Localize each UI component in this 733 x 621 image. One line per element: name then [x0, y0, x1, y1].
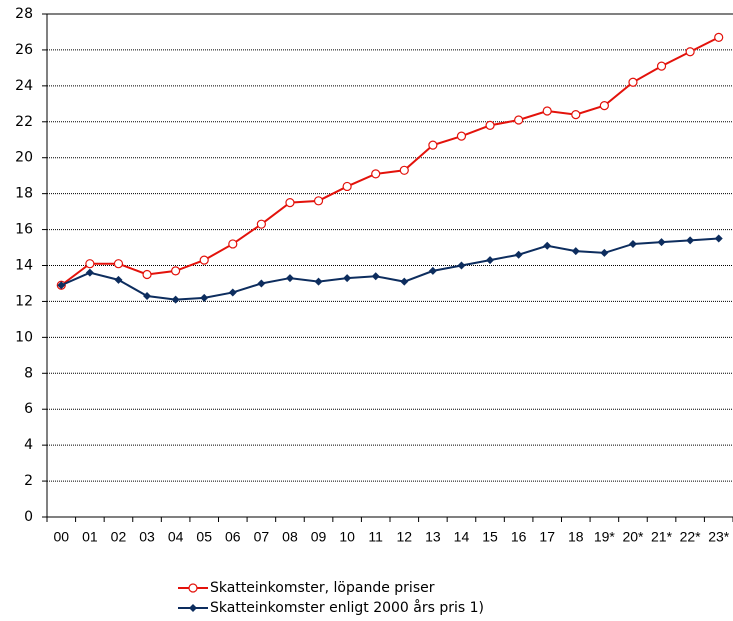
data-point — [486, 256, 495, 265]
legend-label: Skatteinkomster, löpande priser — [210, 580, 435, 596]
y-tick-label: 24 — [15, 78, 33, 94]
data-point — [457, 261, 466, 270]
x-tick-label: 07 — [254, 529, 270, 545]
y-tick-label: 26 — [15, 42, 33, 58]
series-line — [60, 36, 720, 287]
data-point — [543, 241, 552, 250]
y-tick-label: 6 — [24, 401, 33, 417]
data-point — [428, 266, 437, 275]
y-tick-label: 16 — [15, 222, 33, 238]
x-tick-label: 13 — [425, 529, 441, 545]
data-point — [256, 219, 266, 229]
y-tick-label: 2 — [24, 473, 33, 489]
y-tick-label: 4 — [24, 437, 33, 453]
data-point — [542, 106, 552, 116]
x-tick-label: 12 — [397, 529, 413, 545]
data-point — [485, 120, 495, 130]
data-point — [57, 281, 66, 290]
data-point — [142, 269, 152, 280]
data-point — [514, 250, 523, 259]
x-tick-label: 16 — [511, 529, 527, 545]
series-line — [60, 237, 719, 301]
data-point — [656, 61, 667, 71]
x-tick-label: 08 — [282, 529, 298, 545]
x-tick-label: 22* — [680, 529, 702, 545]
x-tick-label: 20* — [622, 529, 644, 545]
data-point — [199, 255, 209, 265]
x-tick-label: 05 — [196, 529, 212, 545]
legend-marker — [189, 604, 197, 612]
data-point — [628, 239, 637, 248]
x-tick-label: 06 — [225, 529, 241, 545]
data-point — [314, 277, 323, 286]
data-point — [85, 259, 95, 269]
data-point — [313, 196, 324, 206]
x-tick-label: 21* — [651, 529, 673, 545]
data-point — [228, 239, 238, 249]
x-tick-label: 15 — [482, 529, 498, 545]
data-point — [571, 247, 580, 256]
x-tick-label: 04 — [168, 529, 184, 545]
data-point — [113, 259, 124, 269]
data-point — [343, 274, 352, 283]
x-tick-label: 09 — [311, 529, 327, 545]
y-tick-label: 14 — [15, 258, 33, 274]
data-point — [285, 198, 295, 208]
y-tick-label: 18 — [15, 186, 33, 202]
data-point — [371, 272, 380, 281]
data-point — [685, 47, 695, 57]
data-point — [456, 131, 467, 141]
y-tick-label: 0 — [24, 509, 33, 525]
data-point — [714, 234, 723, 243]
y-tick-label: 8 — [24, 365, 33, 381]
x-tick-label: 01 — [82, 529, 98, 545]
data-point — [686, 236, 695, 245]
data-point — [371, 169, 381, 179]
data-point — [714, 32, 724, 42]
x-tick-label: 23* — [708, 529, 730, 545]
data-point — [428, 140, 438, 150]
data-point — [171, 266, 181, 276]
data-point — [257, 279, 266, 288]
data-point — [228, 288, 237, 297]
data-point — [599, 101, 609, 111]
data-point — [114, 275, 123, 284]
x-tick-label: 02 — [111, 529, 127, 545]
data-point — [600, 248, 609, 257]
data-point — [514, 115, 524, 125]
x-tick-label: 19* — [594, 529, 616, 545]
data-point — [571, 109, 581, 120]
data-point — [399, 165, 409, 175]
y-tick-label: 22 — [15, 114, 33, 130]
x-tick-label: 00 — [54, 529, 70, 545]
x-tick-label: 17 — [539, 529, 555, 545]
y-tick-label: 20 — [15, 150, 33, 166]
data-point — [400, 277, 409, 286]
x-tick-label: 18 — [568, 529, 584, 545]
data-point — [285, 274, 294, 283]
y-tick-label: 28 — [15, 6, 33, 22]
x-tick-label: 14 — [454, 529, 470, 545]
y-tick-label: 12 — [15, 293, 33, 309]
legend-label: Skatteinkomster enligt 2000 års pris 1) — [210, 599, 484, 616]
y-tick-label: 10 — [15, 329, 33, 345]
x-tick-label: 10 — [339, 529, 355, 545]
data-point — [657, 238, 666, 247]
x-tick-label: 11 — [368, 529, 383, 545]
data-point — [143, 292, 152, 301]
legend-marker — [188, 583, 198, 593]
data-point — [171, 295, 180, 304]
x-tick-label: 03 — [139, 529, 155, 545]
data-point — [342, 181, 352, 192]
data-point — [200, 293, 209, 302]
data-point — [628, 77, 638, 87]
data-point — [85, 268, 94, 277]
